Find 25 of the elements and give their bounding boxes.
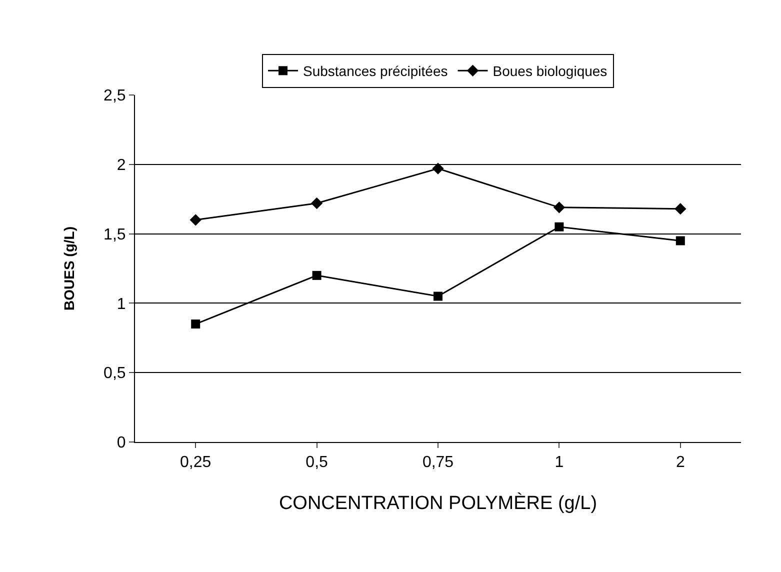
- y-axis-title: BOUES (g/L): [61, 226, 78, 310]
- x-tick-label: 2: [676, 454, 685, 472]
- y-tick-label: 0: [116, 434, 126, 452]
- point: [554, 222, 564, 232]
- point: [191, 320, 200, 329]
- x-axis-title: CONCENTRATION POLYMÈRE (g/L): [278, 492, 598, 514]
- legend-label: Substances précipitées: [303, 63, 448, 80]
- y-tick-label: 1: [116, 296, 126, 313]
- point: [190, 214, 202, 226]
- point: [312, 270, 322, 280]
- point: [432, 162, 444, 174]
- y-tick-label: 2,5: [104, 88, 126, 105]
- point: [676, 236, 685, 246]
- y-tick-label: 0,5: [104, 365, 126, 382]
- x-tick-label: 1: [554, 454, 564, 472]
- legend-label: Boues biologiques: [492, 63, 608, 80]
- x-tick-label: 0,75: [422, 454, 454, 472]
- x-tick-label: 0,5: [306, 454, 328, 472]
- point: [434, 292, 442, 301]
- point: [674, 202, 686, 215]
- y-tick-label: 1,5: [104, 226, 126, 244]
- x-tick-label: 0,25: [180, 454, 212, 472]
- point: [553, 202, 566, 214]
- y-tick-label: 2: [116, 157, 126, 174]
- point: [310, 197, 323, 210]
